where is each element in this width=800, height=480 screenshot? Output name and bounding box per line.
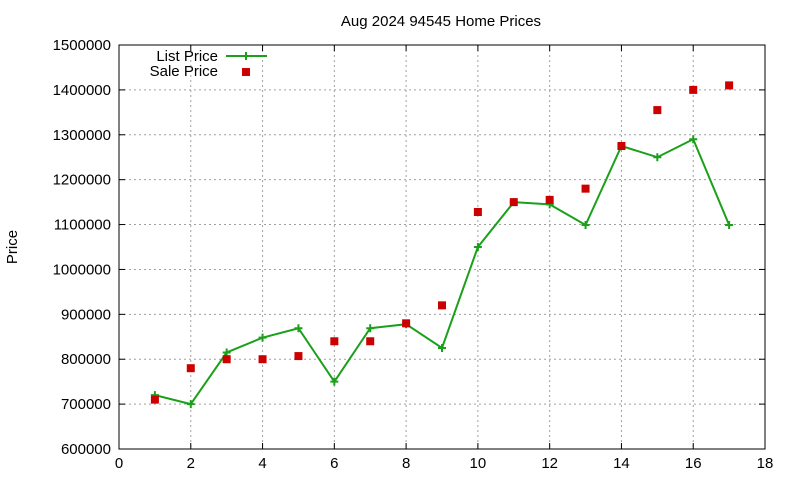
y-tick-label: 1400000 <box>53 82 111 99</box>
y-tick-label: 1000000 <box>53 261 111 278</box>
list-price-point <box>581 221 590 230</box>
y-tick-label: 1100000 <box>54 217 111 234</box>
x-tick-label: 16 <box>685 455 702 472</box>
sale-price-point <box>545 195 554 204</box>
sale-price-point <box>150 395 159 404</box>
grid-lines <box>119 45 765 449</box>
x-tick-label: 6 <box>330 455 338 472</box>
list-price-point <box>186 400 195 409</box>
x-tick-label: 18 <box>757 455 774 472</box>
axis-ticks: 0 2 4 6 8 10 12 14 16 18 600000 700000 800000 900000 1… <box>53 37 774 472</box>
sale-price-point <box>222 355 231 364</box>
y-tick-label: 900000 <box>61 306 111 323</box>
y-tick-label: 700000 <box>61 396 111 413</box>
sale-price-point <box>402 319 411 328</box>
data-series <box>150 81 734 409</box>
list-price-point <box>653 153 662 162</box>
sale-price-point <box>725 81 734 90</box>
sale-price-point <box>617 142 626 150</box>
sale-price-point <box>330 337 339 346</box>
y-axis-label: Price <box>4 230 21 264</box>
sale-price-point <box>689 85 698 94</box>
sale-price-point <box>581 184 590 193</box>
y-tick-label: 800000 <box>61 351 111 368</box>
x-tick-label: 4 <box>258 455 266 472</box>
sale-price-point <box>653 106 662 115</box>
x-tick-label: 12 <box>541 455 558 472</box>
sale-price-point <box>438 301 446 310</box>
y-tick-label: 1300000 <box>53 127 111 144</box>
list-price-point <box>725 221 734 230</box>
chart-title: Aug 2024 94545 Home Prices <box>341 13 541 30</box>
legend-marker-list-price <box>242 52 250 60</box>
x-tick-label: 2 <box>187 455 195 472</box>
sale-price-point <box>294 352 303 361</box>
sale-price-point <box>186 364 195 373</box>
list-price-line <box>154 137 731 406</box>
sale-price-point <box>366 337 375 346</box>
list-price-point <box>258 333 267 342</box>
y-tick-label: 1200000 <box>53 172 111 189</box>
x-tick-label: 10 <box>470 455 487 472</box>
sale-price-point <box>473 207 482 216</box>
list-price-point <box>473 243 482 251</box>
list-price-point <box>438 344 446 352</box>
legend-label-list-price: List Price <box>156 48 218 65</box>
legend-label-sale-price: Sale Price <box>150 63 218 80</box>
sale-price-point <box>509 198 518 207</box>
list-price-point <box>689 135 698 144</box>
x-tick-label: 0 <box>115 455 123 472</box>
plot-frame <box>118 44 766 450</box>
list-price-point <box>294 324 303 333</box>
x-tick-label: 8 <box>402 455 410 472</box>
list-price-point <box>222 348 231 357</box>
y-tick-label: 1500000 <box>53 37 111 54</box>
list-price-point <box>366 324 375 333</box>
sale-price-point <box>258 355 267 364</box>
list-price-point <box>330 377 339 386</box>
legend-marker-sale-price <box>242 68 250 76</box>
x-tick-label: 14 <box>613 455 630 472</box>
y-tick-label: 600000 <box>61 441 111 458</box>
